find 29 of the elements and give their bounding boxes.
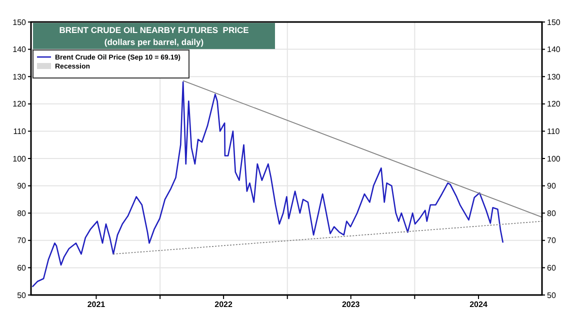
y2-tick-label: 100	[547, 154, 561, 164]
y-tick-label: 60	[17, 264, 27, 272]
y-tick-label: 50	[17, 290, 27, 300]
x-tick-label: 2024	[470, 300, 488, 309]
x-tick-label: 2023	[342, 300, 360, 309]
line-series	[32, 81, 504, 288]
y-tick-label: 110	[13, 127, 27, 136]
y-tick-label: 150	[12, 18, 27, 27]
x-tick-label: 2021	[87, 300, 106, 309]
y2-tick-label: 150	[547, 18, 561, 27]
y-tick-label: 100	[12, 154, 27, 164]
y2-tick-label: 50	[547, 290, 556, 300]
y2-tick-label: 80	[547, 208, 556, 218]
y2-tick-label: 60	[547, 264, 556, 272]
y-tick-label: 80	[17, 208, 27, 218]
y-tick-label: 70	[17, 236, 27, 246]
chart-title: BRENT CRUDE OIL NEARBY FUTURES PRICE	[59, 25, 250, 35]
y2-tick-label: 110	[547, 127, 560, 136]
y-tick-label: 120	[12, 100, 27, 109]
y2-tick-label: 130	[547, 72, 561, 82]
y-tick-label: 90	[17, 182, 27, 191]
text: (dollars per barrel, daily)	[104, 37, 204, 47]
x-tick-label: 2022	[214, 300, 233, 309]
y2-tick-label: 70	[547, 236, 556, 246]
y2-tick-label: 140	[547, 45, 561, 54]
y2-tick-label: 90	[547, 182, 556, 191]
y2-tick-label: 120	[547, 100, 561, 109]
y-tick-label: 130	[12, 72, 27, 82]
y-tick-label: 140	[12, 45, 27, 54]
